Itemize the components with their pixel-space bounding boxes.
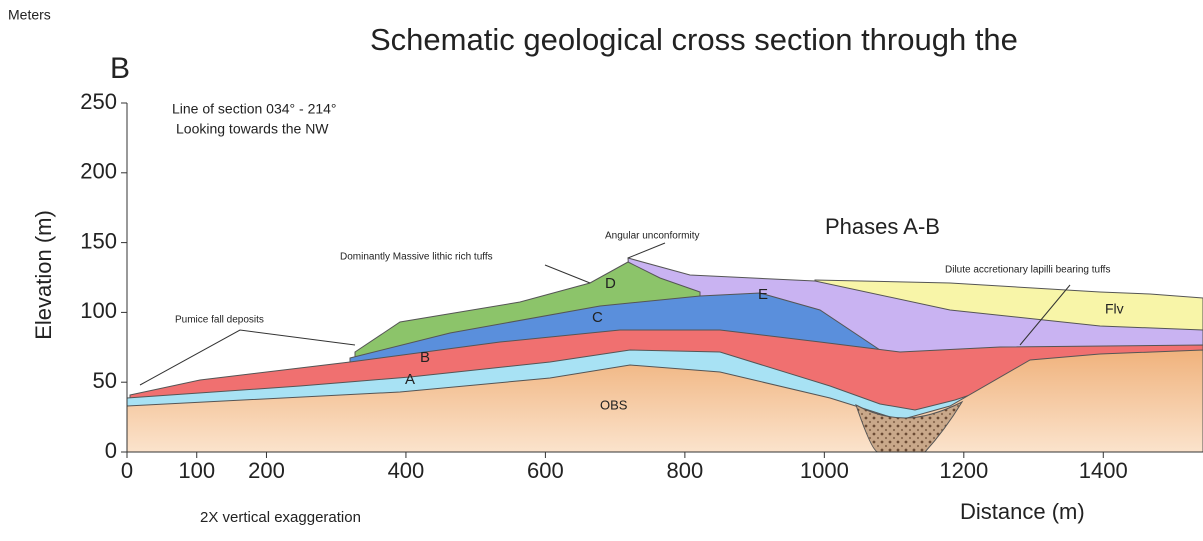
leader	[1019, 284, 1071, 346]
crater-fill	[855, 400, 964, 453]
x-tick-label: 600	[527, 458, 564, 483]
y-tick-label: 100	[80, 298, 117, 323]
panel-label: B	[110, 52, 130, 85]
layer-label: B	[420, 349, 430, 366]
annotation: Angular unconformity	[605, 231, 700, 242]
x-tick-label: 800	[667, 458, 704, 483]
layer-label: D	[605, 275, 616, 292]
layer-label: OBS	[600, 397, 628, 412]
exaggeration: 2X vertical exaggeration	[200, 509, 361, 526]
x-tick-label: 200	[248, 458, 285, 483]
view: Looking towards the NW	[176, 121, 329, 137]
units: Meters	[8, 7, 51, 23]
annotation: Dominantly Massive lithic rich tuffs	[340, 252, 493, 263]
y-axis-label: Elevation (m)	[31, 210, 56, 340]
leader	[544, 264, 591, 284]
layer-label: Flv	[1105, 301, 1124, 317]
layer-label: A	[405, 371, 415, 388]
section-line: Line of section 034° - 214°	[172, 101, 337, 117]
x-tick-label: 100	[178, 458, 215, 483]
leader	[627, 242, 666, 259]
layer-label: E	[758, 286, 768, 303]
x-tick-label: 1400	[1079, 458, 1128, 483]
y-tick-label: 200	[80, 159, 117, 184]
x-tick-label: 1000	[800, 458, 849, 483]
y-tick-label: 50	[93, 368, 117, 393]
leader-lines	[139, 242, 1071, 386]
y-tick-label: 0	[105, 438, 117, 463]
y-tick-label: 250	[80, 89, 117, 114]
title: Schematic geological cross section throu…	[370, 22, 1018, 57]
y-tick-label: 150	[80, 228, 117, 253]
layer-label: C	[592, 309, 603, 326]
x-tick-label: 400	[388, 458, 425, 483]
strata	[126, 257, 1203, 453]
x-axis-label: Distance (m)	[960, 499, 1085, 524]
x-tick-label: 0	[121, 458, 133, 483]
annotation: Dilute accretionary lapilli bearing tuff…	[945, 265, 1110, 276]
ticks: 0 50 100 150 200 250 0 100 200 400 600 800 1000 1200 1…	[80, 89, 1127, 483]
x-tick-label: 1200	[939, 458, 988, 483]
leader	[139, 329, 356, 386]
phases: Phases A-B	[825, 214, 940, 239]
annotation: Pumice fall deposits	[175, 315, 264, 326]
